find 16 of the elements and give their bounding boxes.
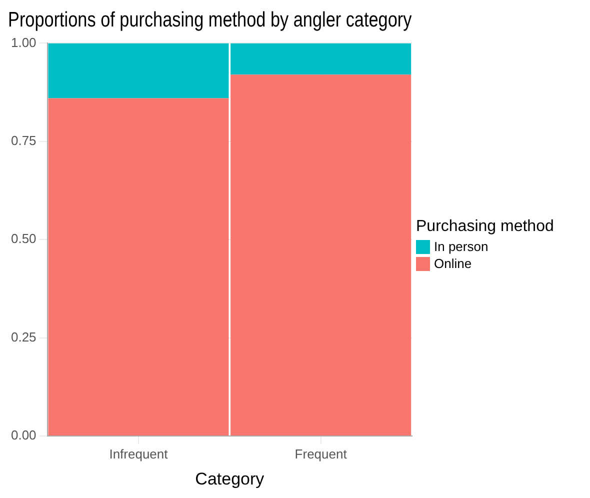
y-tick-label: 0.00 [10, 428, 36, 443]
y-tick-label: 1.00 [10, 34, 36, 50]
y-tick-label: 0.75 [10, 132, 36, 148]
y-tick-label: 0.50 [10, 231, 36, 246]
y-tick-label: 0.25 [10, 329, 36, 344]
legend-label: In person [434, 239, 488, 254]
legend-title: Purchasing method [416, 218, 554, 236]
x-tick-label: Frequent [294, 446, 348, 462]
x-tick-label: Infrequent [109, 446, 168, 462]
bar [48, 43, 229, 98]
x-axis-title: Category [195, 469, 265, 488]
bar [230, 43, 412, 75]
bar [48, 98, 229, 436]
chart-title: Proportions of purchasing method by angler category [8, 8, 412, 32]
bar [230, 74, 412, 436]
legend-label: Online [434, 256, 472, 271]
